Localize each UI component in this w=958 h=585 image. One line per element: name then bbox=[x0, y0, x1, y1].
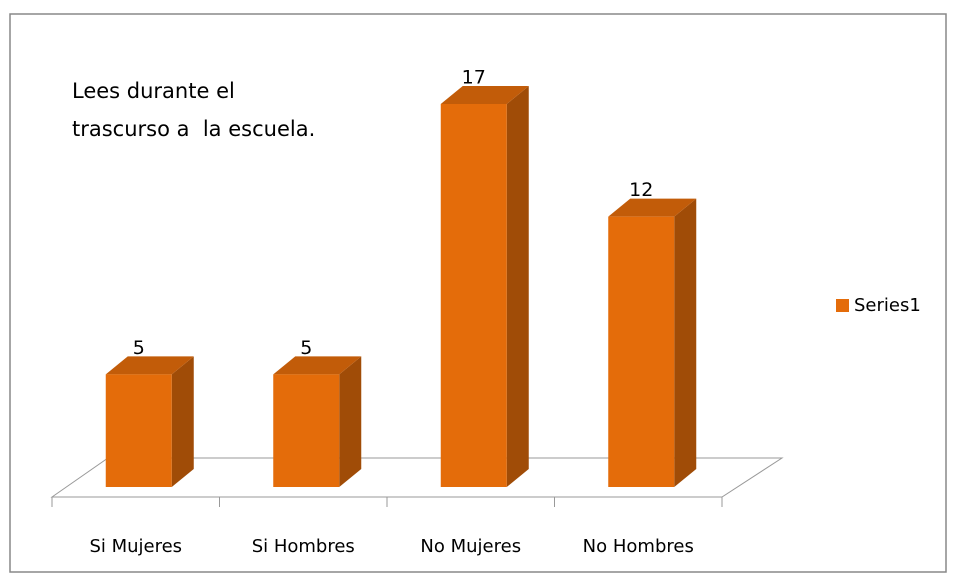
bar-side bbox=[171, 356, 194, 487]
legend-swatch bbox=[836, 299, 849, 312]
bar bbox=[440, 104, 507, 487]
bar-top bbox=[608, 198, 697, 217]
bar bbox=[608, 216, 675, 487]
bar-top bbox=[105, 356, 194, 375]
x-tick-label: Si Mujeres bbox=[89, 536, 182, 557]
bar-side bbox=[506, 86, 529, 487]
data-label: 17 bbox=[462, 67, 486, 89]
bar-top bbox=[440, 86, 529, 104]
x-tick-label: Si Hombres bbox=[252, 536, 355, 557]
x-tick-label: No Mujeres bbox=[420, 536, 521, 557]
data-label: 5 bbox=[300, 337, 312, 359]
bar bbox=[273, 374, 340, 487]
data-label: 5 bbox=[133, 337, 145, 359]
bar bbox=[105, 374, 172, 487]
legend-label: Series1 bbox=[854, 295, 921, 316]
chart-title: trascurso a la escuela. bbox=[72, 117, 315, 141]
bar-side bbox=[674, 198, 697, 487]
data-label: 12 bbox=[629, 179, 653, 201]
bar-side bbox=[339, 356, 362, 487]
chart-title: Lees durante el bbox=[72, 79, 235, 103]
x-tick-label: No Hombres bbox=[583, 536, 694, 557]
bar-top bbox=[273, 356, 362, 375]
